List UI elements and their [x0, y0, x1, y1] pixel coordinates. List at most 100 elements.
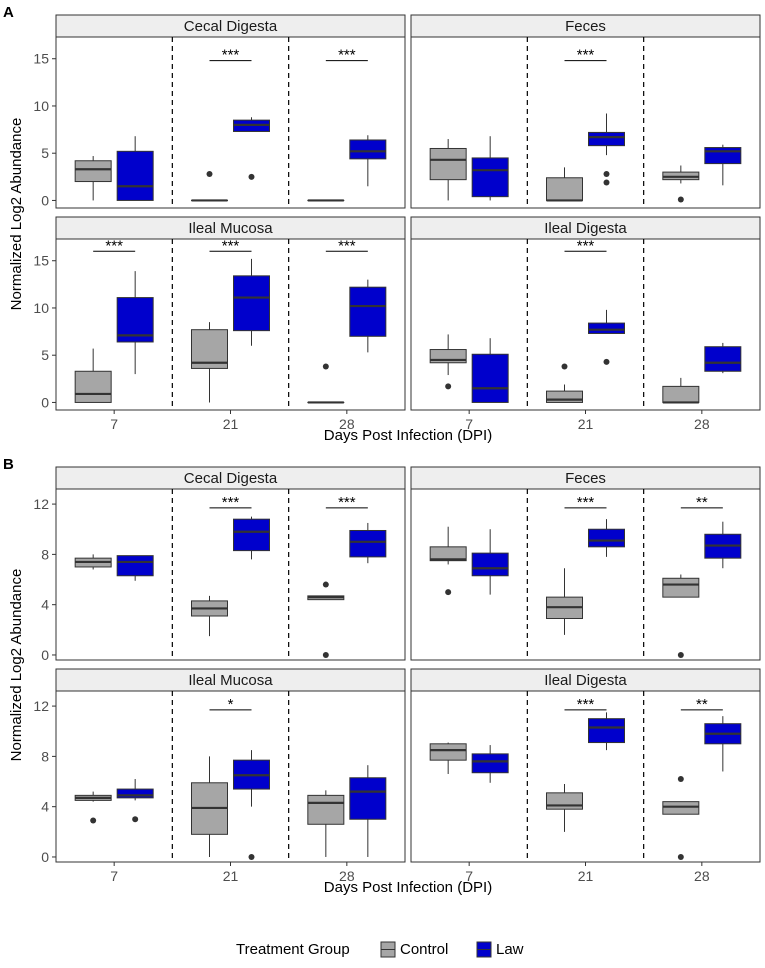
panel-b-cecal-digesta-box-28-law-body: [349, 529, 387, 558]
panel-a-letter: A: [3, 4, 14, 21]
panel-a-feces-sig-label-21: ***: [577, 47, 595, 64]
panel-a-ileal-digesta-box-28-control-body: [662, 385, 700, 403]
panel-a-ileal-mucosa-box-28-control: [307, 363, 345, 404]
panel-a-ileal-digesta-frame: [410, 238, 761, 411]
panel-b-feces-sig-label-21: ***: [577, 494, 595, 511]
panel-b-ileal-mucosa-xtick-label: 21: [223, 868, 239, 884]
panel-b-ileal-digesta-box-28-law: [704, 716, 742, 772]
panel-b-cecal-digesta-box-28-law: [349, 522, 387, 564]
panel-b-ileal-digesta-box-7-control: [429, 742, 467, 774]
legend-title: Treatment Group: [236, 941, 350, 958]
panel-b-cecal-digesta-title: Cecal Digesta: [184, 470, 278, 487]
panel-a-ileal-digesta-box-21-law-outlier: [603, 358, 610, 365]
panel-a-cecal-digesta-box-7-control: [74, 156, 112, 201]
panel-b-feces-box-21-law-body: [588, 528, 625, 548]
panel-b-ileal-mucosa-sig-label-21: *: [228, 696, 234, 713]
panel-a-feces-box-28-control: [662, 165, 700, 203]
panel-b-cecal-digesta-box-28-control-outlier: [322, 651, 329, 658]
panel-a-cecal-digesta-box-21-law: [233, 117, 270, 180]
panel-a-feces-box-7-law-body: [471, 157, 509, 198]
panel-b-cecal-digesta-ytick-label: 8: [41, 546, 49, 562]
panel-b-ileal-mucosa-box-21-control: [191, 756, 228, 857]
panel-b-ileal-mucosa-box-28-control: [307, 790, 345, 857]
panel-b-ileal-mucosa-box-28-control-body: [307, 794, 345, 825]
panel-a-ileal-mucosa-sig-label-21: ***: [222, 237, 240, 254]
panel-a-feces-box-28-law: [704, 144, 742, 186]
panel-b-cecal-digesta-box-21-control: [191, 595, 228, 637]
panel-a-ileal-mucosa-box-28-law-body: [349, 286, 387, 337]
panel-a-ileal-mucosa-box-28-law: [349, 279, 387, 353]
panel-a-ileal-mucosa-ytick-label: 0: [41, 394, 49, 410]
panel-a-feces-box-7-law: [471, 136, 509, 201]
panel-a-ileal-mucosa-ytick-label: 10: [33, 300, 49, 316]
panel-b-feces-box-7-control-body: [429, 546, 467, 562]
panel-a-ileal-digesta-xtick-label: 28: [694, 416, 710, 432]
panel-a-feces-box-21-law: [588, 113, 625, 186]
panel-b-ileal-mucosa-ytick-label: 0: [41, 849, 49, 865]
panel-a-cecal-digesta-ytick-label: 0: [41, 192, 49, 208]
panel-a-feces-box-28-law-body: [704, 147, 742, 165]
panel-a-cecal-digesta-box-7-law: [116, 136, 154, 201]
panel-a-feces-box-21-law-outlier: [603, 179, 610, 186]
panel-a-feces-box-21-law-body: [588, 131, 625, 147]
panel-a-feces-box-28-control-outlier: [677, 196, 684, 203]
panel-a-ileal-mucosa-box-7-law: [116, 271, 154, 375]
panel-a-ileal-mucosa-frame: [55, 238, 406, 411]
panel-b-ileal-digesta-box-28-control: [662, 776, 700, 860]
panel-a-cecal-digesta-box-7-law-body: [116, 150, 154, 201]
x-axis-label-a: Days Post Infection (DPI): [324, 427, 492, 444]
panel-b-ileal-mucosa-xtick-label: 28: [339, 868, 355, 884]
panel-a-ileal-digesta-xtick-label: 21: [578, 416, 594, 432]
panel-a-ileal-digesta-box-21-law-body: [588, 322, 625, 334]
panel-b-feces-title: Feces: [565, 470, 606, 487]
panel-b-feces-frame: [410, 488, 761, 661]
panel-a-ileal-mucosa-box-7-control: [74, 348, 112, 403]
panel-a-feces-box-21-control-body: [546, 177, 583, 201]
panel-b-cecal-digesta-ytick-label: 4: [41, 597, 49, 613]
panel-b-ileal-digesta-xtick-label: 21: [578, 868, 594, 884]
panel-a-ileal-digesta-box-7-control-outlier: [445, 383, 452, 390]
panel-b-ileal-mucosa-box-28-law-body: [349, 777, 387, 820]
panel-b-ileal-mucosa-box-7-law-body: [116, 788, 154, 799]
panel-b-ileal-digesta-box-21-control-body: [546, 792, 583, 810]
panel-b-feces-box-7-control: [429, 526, 467, 596]
panel-letter-b: B: [3, 456, 14, 473]
panel-a-ileal-digesta-title: Ileal Digesta: [544, 220, 627, 237]
panel-a-ileal-digesta-box-7-law-body: [471, 353, 509, 403]
panel-a-ileal-digesta-box-21-control-body: [546, 390, 583, 403]
legend-label-law: Law: [496, 941, 524, 958]
panel-a-cecal-digesta-ytick-label: 10: [33, 98, 49, 114]
panel-b-feces-sig-label-28: **: [696, 494, 708, 511]
panel-b-ileal-digesta-box-28-control-outlier: [677, 776, 684, 783]
panel-a-ileal-digesta-box-7-law: [471, 338, 509, 403]
panel-b-ileal-mucosa-title: Ileal Mucosa: [188, 672, 273, 689]
panel-a-ileal-digesta-box-21-control: [546, 363, 583, 403]
panel-a-cecal-digesta-box-28-law-body: [349, 139, 387, 160]
panel-b-ileal-digesta-title: Ileal Digesta: [544, 672, 627, 689]
panel-a-ileal-mucosa-ytick-label: 15: [33, 253, 49, 269]
panel-a-ileal-digesta-box-28-law: [704, 342, 742, 374]
panel-a-cecal-digesta-box-7-control-body: [74, 160, 112, 183]
panel-b-ileal-digesta-frame: [410, 690, 761, 863]
panel-b-ileal-mucosa-frame: [55, 690, 406, 863]
panel-b-ileal-digesta-box-21-law: [588, 712, 625, 751]
panel-a-ileal-mucosa-title: Ileal Mucosa: [188, 220, 273, 237]
panel-b-cecal-digesta-box-21-law: [233, 516, 270, 560]
y-axis-label-b: Normalized Log2 Abundance: [8, 569, 25, 762]
panel-b-ileal-mucosa-ytick-label: 12: [33, 698, 49, 714]
panel-b-feces-box-7-control-outlier: [445, 589, 452, 596]
panel-b-cecal-digesta-sig-label-28: ***: [338, 494, 356, 511]
panel-b-cecal-digesta-box-7-control: [74, 554, 112, 570]
panel-a-cecal-digesta-box-21-law-outlier: [248, 173, 255, 180]
panel-b-ileal-mucosa-ytick-label: 4: [41, 799, 49, 815]
panel-b-cecal-digesta-box-21-law-body: [233, 518, 270, 552]
panel-a-ileal-digesta-xtick-label: 7: [465, 416, 473, 432]
panel-b-ileal-mucosa-box-7-control-outlier: [90, 817, 97, 824]
panel-b-ileal-digesta-box-28-control-body: [662, 801, 700, 815]
y-axis-label-a: Normalized Log2 Abundance: [8, 118, 25, 311]
panel-b-cecal-digesta-sig-label-21: ***: [222, 494, 240, 511]
panel-b-ileal-digesta-box-7-control-body: [429, 743, 467, 761]
panel-b-cecal-digesta-frame: [55, 488, 406, 661]
panel-b-ileal-mucosa-box-21-law: [233, 750, 270, 860]
